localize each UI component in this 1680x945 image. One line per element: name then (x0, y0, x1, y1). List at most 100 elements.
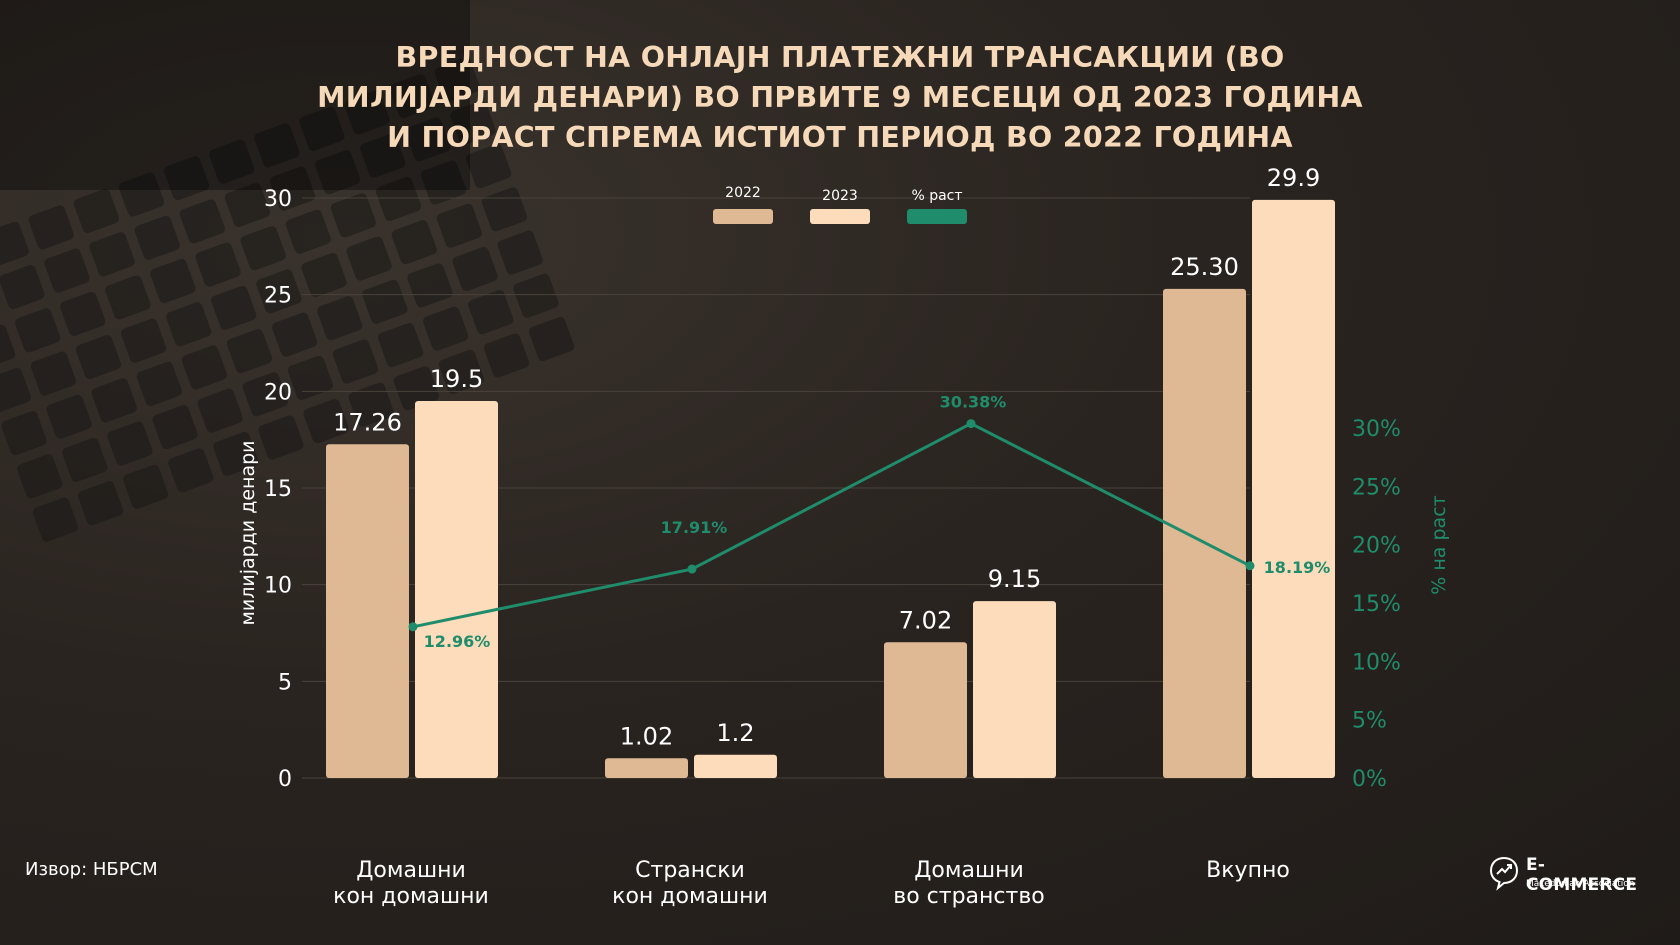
keyboard-key (393, 366, 439, 411)
keyboard-key (285, 209, 331, 254)
keyboard-key (118, 172, 165, 217)
y-tick-label: 15 (264, 477, 292, 502)
y-tick-label: 20 (264, 380, 292, 405)
logo-name: E-COMMERCE (1526, 855, 1638, 895)
growth-point (408, 622, 418, 632)
growth-data-label: 17.91% (661, 518, 728, 537)
title-line-1: ВРЕДНОСТ НА ОНЛАЈН ПЛАТЕЖНИ ТРАНСАКЦИИ (… (395, 41, 1285, 74)
keyboard-key (17, 454, 63, 499)
keyboard-key (407, 263, 453, 308)
keyboard-key (315, 150, 361, 195)
keyboard-key (254, 123, 300, 168)
keyboard-key (226, 329, 273, 374)
category-label: Странски (635, 858, 745, 883)
keyboard-key (91, 378, 137, 423)
y-tick-label: 5 (278, 670, 292, 695)
growth-line (412, 421, 1251, 629)
y-axis-ticks: 0 5 10 15 20 25 30 (264, 187, 292, 792)
keyboard-key (213, 431, 259, 476)
y-tick-label: 30 (264, 187, 292, 212)
bar-data-label: 1.2 (716, 719, 754, 747)
keyboard-key (77, 481, 124, 526)
y2-axis-label: % на раст (1428, 495, 1450, 594)
keyboard-key (466, 144, 512, 189)
bar-data-label: 29.9 (1267, 164, 1320, 192)
legend-label: 2023 (822, 188, 858, 204)
bar-2023 (694, 754, 777, 778)
keyboard-key (242, 372, 288, 417)
keyboard-key (224, 182, 271, 227)
legend-swatch (810, 209, 870, 224)
y-axis-label: милијарди денари (237, 441, 259, 626)
bar-2023 (415, 401, 498, 778)
bar-data-label: 1.02 (620, 722, 673, 750)
keyboard-key (303, 399, 349, 444)
keyboard-key (330, 193, 376, 238)
keyboard-key (120, 318, 167, 363)
keyboard-key (497, 230, 543, 275)
bar-2023 (1252, 199, 1335, 778)
keyboard-key (163, 156, 210, 201)
keyboard-key (483, 333, 530, 378)
bars: 17.26 1.02 7.02 25.30 19.5 1.2 9.15 29.9 (326, 164, 1335, 778)
keyboard-key (123, 464, 169, 509)
keyboard-key (44, 248, 90, 293)
keyboard-key (468, 290, 514, 335)
keyboard-key (60, 291, 106, 336)
y2-axis-ticks: 0% 5% 10% 15% 20% 25% 30% (1352, 417, 1401, 792)
keyboard-key (179, 199, 225, 244)
keyboard-key (391, 220, 437, 265)
keyboard-key (62, 437, 108, 482)
growth-data-label: 30.38% (940, 393, 1007, 412)
y2-tick-label: 20% (1352, 534, 1401, 559)
keyboard-key (256, 269, 302, 314)
growth-point (687, 564, 697, 574)
y2-tick-label: 10% (1352, 650, 1401, 675)
bar-data-label: 17.26 (333, 408, 402, 436)
keyboard-key (73, 189, 119, 234)
keyboard-key (152, 405, 198, 450)
logo-subtitle: Macedonian Association (1526, 879, 1635, 889)
growth-point (966, 419, 976, 429)
keyboard-key (272, 312, 318, 357)
keyboard-keys (0, 57, 575, 542)
legend-label: 2022 (725, 185, 761, 201)
keyboard-key (107, 421, 153, 466)
bar-2022 (884, 642, 967, 778)
keyboard-key (0, 367, 31, 412)
category-label: Домашни (356, 858, 466, 883)
keyboard-key (1, 411, 47, 456)
keyboard-key (436, 203, 482, 248)
keyboard-key (375, 176, 422, 221)
keyboard-key (420, 160, 467, 205)
bar-2022 (1163, 288, 1246, 778)
keyboard-key (0, 265, 45, 310)
keyboard-key (32, 497, 79, 542)
keyboard-key (0, 221, 29, 266)
y2-tick-label: 30% (1352, 417, 1401, 442)
growth-data-label: 18.19% (1264, 558, 1331, 577)
keyboard-key (269, 166, 316, 211)
legend-swatch (907, 209, 967, 224)
keyboard-key (450, 100, 496, 145)
keyboard-key (211, 285, 257, 330)
keyboard-key (344, 90, 390, 135)
bar-data-label: 9.15 (988, 565, 1041, 593)
growth-line-series: 12.96% 17.91% 30.38% 18.19% (408, 393, 1331, 651)
keyboard-key (240, 226, 286, 271)
keyboard-key (134, 215, 180, 260)
keyboard-key (377, 323, 424, 368)
source-note: Извор: НБРСМ (25, 859, 158, 880)
keyboard-key (529, 317, 575, 362)
keyboard-key (136, 361, 182, 406)
keyboard-key (258, 415, 304, 460)
y-tick-label: 10 (264, 574, 292, 599)
keyboard-key (30, 351, 76, 396)
growth-point (1245, 561, 1255, 571)
keyboard-key (423, 306, 469, 351)
keyboard-key (15, 308, 61, 353)
keyboard-key (89, 232, 135, 277)
legend-label: % раст (911, 188, 962, 204)
